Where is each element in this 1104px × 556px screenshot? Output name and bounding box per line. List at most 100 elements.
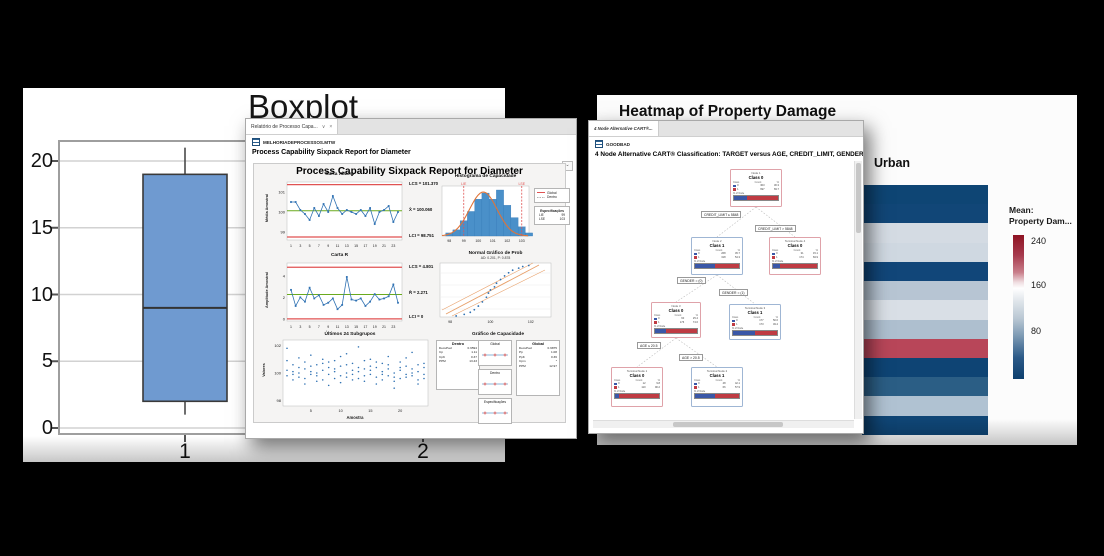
node-class-row: 0 31 15.1	[772, 252, 818, 256]
tree-node-n1[interactable]: Node 1 Class 0 Class Count% 0 303 30.3 1 697 69.7…	[730, 169, 782, 207]
heatmap-cell-13[interactable]	[862, 415, 988, 435]
node-pct-label: % of Node	[614, 389, 626, 393]
interval-box: Dentro	[478, 369, 512, 395]
node-class-row: 1 318 54.3	[694, 256, 740, 260]
tree-node-t2[interactable]: Terminal Node 2 Class 1 Class Count% 0 48 42.1…	[691, 367, 743, 407]
axis-tick-label: LSE	[518, 182, 525, 186]
dentro-stats-box-row: DesvPad 0.9594	[439, 346, 477, 350]
node-class: Class 1	[709, 372, 725, 378]
axis-tick-label: 21	[382, 325, 386, 329]
heatmap-cell-4[interactable]	[862, 242, 988, 262]
axis-tick-label: 101	[490, 239, 496, 243]
tree-node-t3[interactable]: Terminal Node 3 Class 1 Class Count% 0 177 50.…	[729, 304, 781, 340]
legend-global-row: Global	[537, 191, 567, 196]
axis-tick-label: 7	[318, 325, 320, 329]
node-class-row: 0 303 30.3	[733, 184, 779, 188]
r-limit-label: R̄ = 2.271	[409, 290, 428, 295]
heatmap-cell-7[interactable]	[862, 300, 988, 320]
class-square	[694, 386, 697, 389]
y-tick-label: 15	[30, 216, 53, 239]
interval-plot	[482, 411, 508, 415]
node-kind: Node 1	[751, 170, 761, 175]
node-class-row: 0 48 42.1	[694, 382, 740, 386]
cart-tab-label: 4 Node Alternative CART®...	[594, 126, 653, 131]
class-square	[614, 382, 617, 386]
node-kind: Terminal Node 4	[784, 238, 806, 243]
normplot-subtitle: AD: 0.201, P: 0.878	[480, 256, 511, 260]
node-class-bar	[732, 330, 778, 337]
box-category-1	[142, 173, 228, 403]
x-tick-label: 2	[417, 440, 429, 463]
heatmap-cell-6[interactable]	[862, 281, 988, 301]
tree-node-t4[interactable]: Terminal Node 4 Class 0 Class Count% 0 31 15.1…	[769, 237, 821, 275]
heatmap-cell-2[interactable]	[862, 204, 988, 224]
legend-dentro-row: Dentro	[537, 195, 567, 200]
axis-tick-label: 17	[363, 325, 367, 329]
class-square	[694, 252, 697, 256]
sixpack-heading: Process Capability Sixpack Report for Di…	[252, 149, 411, 156]
dataset-icon	[595, 140, 603, 148]
legend-tick-label: 160	[1031, 280, 1047, 290]
tab-dropdown-icon[interactable]: ∨	[321, 123, 326, 130]
dentro-line-swatch	[537, 197, 545, 199]
axis-tick-label: 99	[281, 229, 286, 234]
axis-tick-label: 23	[391, 325, 395, 329]
dataset-name: GOODBAD	[606, 141, 630, 147]
heatmap-cell-8[interactable]	[862, 319, 988, 339]
spec-legend-row: LIE 99	[539, 212, 565, 217]
heatmap-cell-3[interactable]	[862, 223, 988, 243]
interval-label: Dentro	[490, 371, 500, 375]
class-square	[772, 256, 775, 259]
dataset-row[interactable]: GOODBAD	[589, 137, 863, 149]
axis-tick-label: 15	[354, 325, 358, 329]
node-table-header: Class Count%	[732, 316, 778, 320]
node-kind: Terminal Node 1	[626, 368, 648, 373]
horizontal-scrollbar[interactable]	[593, 420, 854, 428]
normplot-title: Normal Gráfico de Prob	[468, 251, 523, 256]
legend-title-line1: Mean:	[1009, 205, 1034, 215]
axis-tick-label: 17	[363, 244, 367, 248]
r-limit-label: LCS = 4.801	[409, 264, 434, 269]
heatmap-column-header: Urban	[873, 156, 911, 170]
interval-box: Especificações	[478, 398, 512, 424]
node-table-header: Class Count%	[654, 314, 698, 318]
node-class-row: 1 174 84.9	[772, 256, 818, 260]
node-kind: Terminal Node 2	[706, 368, 728, 373]
axis-tick-label: 1	[290, 325, 292, 329]
heatmap-title: Heatmap of Property Damage	[619, 103, 837, 120]
axis-tick-label: 5	[309, 244, 311, 248]
heatmap-cell-1[interactable]	[862, 185, 988, 205]
heatmap-cell-10[interactable]	[862, 357, 988, 378]
vertical-scrollbar[interactable]	[854, 161, 862, 419]
node-class-bar	[614, 393, 660, 400]
worksheet-row[interactable]: MELHORIADEPROCESSOS.MTW	[246, 135, 576, 147]
node-pct-label: % of Node	[732, 326, 744, 330]
histogram-legend: Global Dentro	[534, 188, 570, 203]
worksheet-name: MELHORIADEPROCESSOS.MTW	[263, 139, 336, 145]
heatmap-cell-5[interactable]	[862, 261, 988, 282]
tree-node-t1[interactable]: Terminal Node 1 Class 0 Class Count% 0 12 9.8 1…	[611, 367, 663, 407]
dentro-stats-box-row: CpK 0.37	[439, 354, 477, 359]
heatmap-legend-gradient	[1013, 235, 1024, 379]
y-tick-label: 20	[30, 150, 53, 172]
tree-node-n2[interactable]: Node 2 Class 1 Class Count% 0 268 45.7 1 318 54.3…	[691, 237, 743, 275]
axis-tick-label: 102	[504, 239, 510, 243]
class-square	[694, 382, 697, 386]
heatmap-cell-12[interactable]	[862, 396, 988, 416]
global-stats-box-row: PpK 0.36	[519, 354, 557, 359]
node-class-bar	[654, 328, 698, 335]
tree-node-n3[interactable]: Node 3 Class 0 Class Count% 0 60 25.4 1 176 74.6%…	[651, 302, 701, 338]
node-class: Class 0	[668, 307, 684, 313]
dentro-stats-box-row: PPM 13.43	[439, 359, 477, 364]
cart-window: 4 Node Alternative CART®... GOODBAD 4 No…	[588, 120, 864, 434]
node-kind: Terminal Node 3	[744, 305, 766, 310]
axis-tick-label: 11	[336, 325, 340, 329]
sixpack-tab[interactable]: Relatório de Processo Capa... ∨ ×	[246, 119, 339, 134]
axis-tick-label: 0	[283, 316, 286, 321]
heatmap-cell-9[interactable]	[862, 338, 988, 358]
tab-close-icon[interactable]: ×	[329, 123, 333, 130]
axis-tick-label: 4	[283, 273, 286, 278]
heatmap-cell-11[interactable]	[862, 377, 988, 397]
cart-tab[interactable]: 4 Node Alternative CART®...	[589, 121, 659, 136]
